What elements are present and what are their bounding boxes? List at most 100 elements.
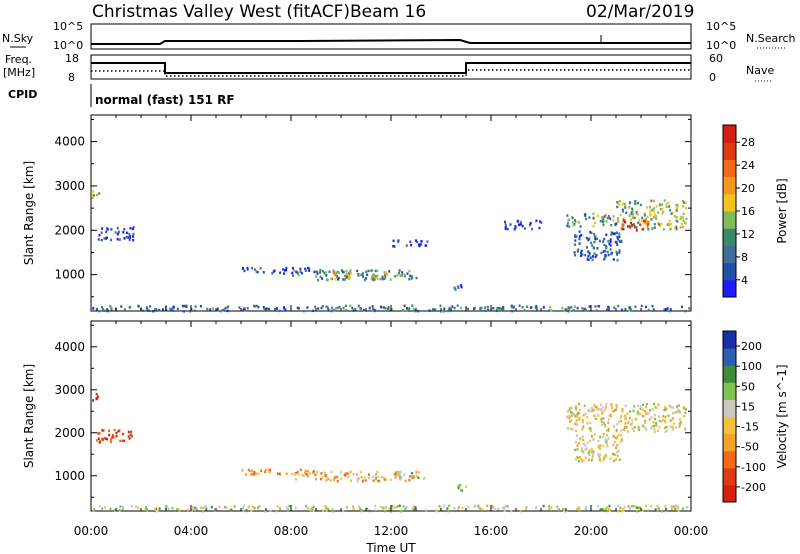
echo-cell <box>597 504 600 508</box>
echo-cell <box>415 472 418 475</box>
echo-cell <box>628 309 631 312</box>
echo-region <box>504 219 543 231</box>
echo-region <box>392 239 429 248</box>
echo-cell <box>110 306 113 310</box>
echo-cell <box>373 274 376 277</box>
echo-cell <box>456 285 459 288</box>
echo-cell <box>248 469 251 473</box>
echo-cell <box>646 215 649 219</box>
colorbar-swatch <box>723 348 736 366</box>
echo-cell <box>682 414 685 418</box>
echo-cell <box>100 231 103 234</box>
echo-cell <box>106 228 109 231</box>
nsearch-label: N.Search <box>746 32 796 45</box>
echo-cell <box>581 307 584 310</box>
echo-cell <box>165 505 168 508</box>
echo-cell <box>633 429 636 432</box>
echo-cell <box>170 307 173 311</box>
echo-cell <box>209 308 212 311</box>
echo-cell <box>401 309 404 312</box>
echo-cell <box>582 442 585 446</box>
echo-cell <box>662 211 665 214</box>
echo-cell <box>599 403 602 407</box>
echo-cell <box>612 258 615 261</box>
echo-cell <box>309 508 312 512</box>
echo-cell <box>671 428 674 431</box>
echo-cell <box>570 419 573 422</box>
echo-cell <box>312 309 314 313</box>
echo-cell <box>679 226 682 229</box>
echo-cell <box>667 223 670 226</box>
echo-cell <box>390 308 393 311</box>
x-tick-label: 16:00 <box>474 524 509 538</box>
echo-cell <box>219 309 222 313</box>
y-tick-label: 4000 <box>54 135 85 149</box>
colorbar-tick-label: 4 <box>741 274 748 287</box>
echo-cell <box>91 196 94 200</box>
echo-cell <box>213 508 216 511</box>
echo-cell <box>383 271 386 274</box>
echo-cell <box>576 415 579 418</box>
echo-cell <box>578 507 581 510</box>
echo-cell <box>414 309 417 313</box>
echo-cell <box>333 476 336 479</box>
echo-cell <box>498 308 501 311</box>
echo-cell <box>639 407 642 410</box>
echo-cell <box>410 243 413 247</box>
echo-cell <box>185 305 188 308</box>
echo-cell <box>92 190 95 193</box>
echo-cell <box>325 506 327 510</box>
echo-cell <box>484 306 487 309</box>
echo-cell <box>640 405 643 408</box>
colorbar-swatch <box>723 193 736 212</box>
echo-cell <box>137 305 140 308</box>
echo-cell <box>335 307 337 310</box>
echo-cell <box>667 201 670 205</box>
echo-cell <box>625 426 628 429</box>
freq-label-1: Freq. <box>5 53 32 66</box>
echo-cell <box>588 453 591 456</box>
echo-cell <box>342 278 345 281</box>
echo-cell <box>122 231 125 234</box>
echo-cell <box>651 408 654 411</box>
echo-cell <box>101 307 104 311</box>
echo-cell <box>241 469 244 472</box>
echo-cell <box>384 273 387 276</box>
echo-cell <box>398 271 400 275</box>
echo-cell <box>678 422 681 425</box>
echo-cell <box>672 505 675 508</box>
echo-cell <box>91 193 94 196</box>
x-tick-label: 04:00 <box>174 524 209 538</box>
echo-cell <box>457 486 460 490</box>
echo-cell <box>337 278 339 281</box>
echo-cell <box>336 475 339 479</box>
echo-cell <box>635 211 638 214</box>
echo-cell <box>634 417 637 421</box>
echo-cell <box>345 506 348 509</box>
echo-cell <box>315 477 317 481</box>
echo-cell <box>605 213 607 216</box>
echo-cell <box>199 506 202 510</box>
echo-cell <box>415 470 418 474</box>
echo-cell <box>129 305 132 309</box>
echo-cell <box>495 307 498 310</box>
echo-cell <box>563 308 566 312</box>
echo-cell <box>362 272 364 275</box>
echo-cell <box>564 510 567 513</box>
echo-cell <box>585 236 588 240</box>
echo-cell <box>110 308 113 311</box>
echo-cell <box>114 231 117 234</box>
echo-cell <box>98 234 101 237</box>
echo-cell <box>250 509 253 512</box>
echo-cell <box>587 410 590 413</box>
echo-cell <box>523 309 526 312</box>
echo-cell <box>352 505 354 508</box>
echo-cell <box>260 469 263 472</box>
echo-cell <box>99 505 102 508</box>
echo-cell <box>410 475 413 478</box>
echo-cell <box>384 307 387 310</box>
echo-cell <box>610 231 613 234</box>
echo-cell <box>123 308 126 311</box>
echo-cell <box>389 478 392 481</box>
echo-cell <box>253 304 255 308</box>
